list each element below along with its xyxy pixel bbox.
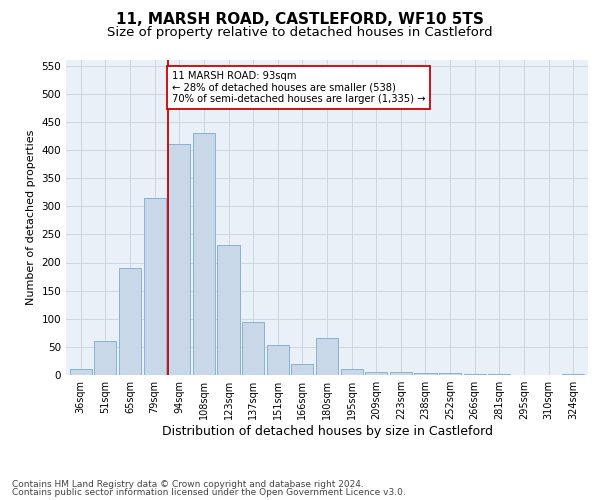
Bar	[266, 345, 289, 375]
Bar	[70, 370, 92, 375]
Bar	[316, 338, 338, 375]
Bar	[488, 374, 511, 375]
Bar	[217, 244, 239, 375]
Bar	[365, 372, 388, 375]
Bar	[143, 198, 166, 375]
Bar	[291, 364, 313, 375]
Bar	[168, 144, 190, 375]
Y-axis label: Number of detached properties: Number of detached properties	[26, 130, 36, 305]
Bar	[94, 341, 116, 375]
Bar	[439, 374, 461, 375]
Text: 11, MARSH ROAD, CASTLEFORD, WF10 5TS: 11, MARSH ROAD, CASTLEFORD, WF10 5TS	[116, 12, 484, 28]
Text: 11 MARSH ROAD: 93sqm
← 28% of detached houses are smaller (538)
70% of semi-deta: 11 MARSH ROAD: 93sqm ← 28% of detached h…	[172, 71, 425, 104]
Bar	[562, 374, 584, 375]
Bar	[242, 322, 264, 375]
Text: Contains HM Land Registry data © Crown copyright and database right 2024.: Contains HM Land Registry data © Crown c…	[12, 480, 364, 489]
Bar	[119, 268, 141, 375]
Text: Size of property relative to detached houses in Castleford: Size of property relative to detached ho…	[107, 26, 493, 39]
X-axis label: Distribution of detached houses by size in Castleford: Distribution of detached houses by size …	[161, 425, 493, 438]
Bar	[341, 370, 363, 375]
Bar	[464, 374, 486, 375]
Bar	[193, 133, 215, 375]
Text: Contains public sector information licensed under the Open Government Licence v3: Contains public sector information licen…	[12, 488, 406, 497]
Bar	[390, 372, 412, 375]
Bar	[415, 373, 437, 375]
